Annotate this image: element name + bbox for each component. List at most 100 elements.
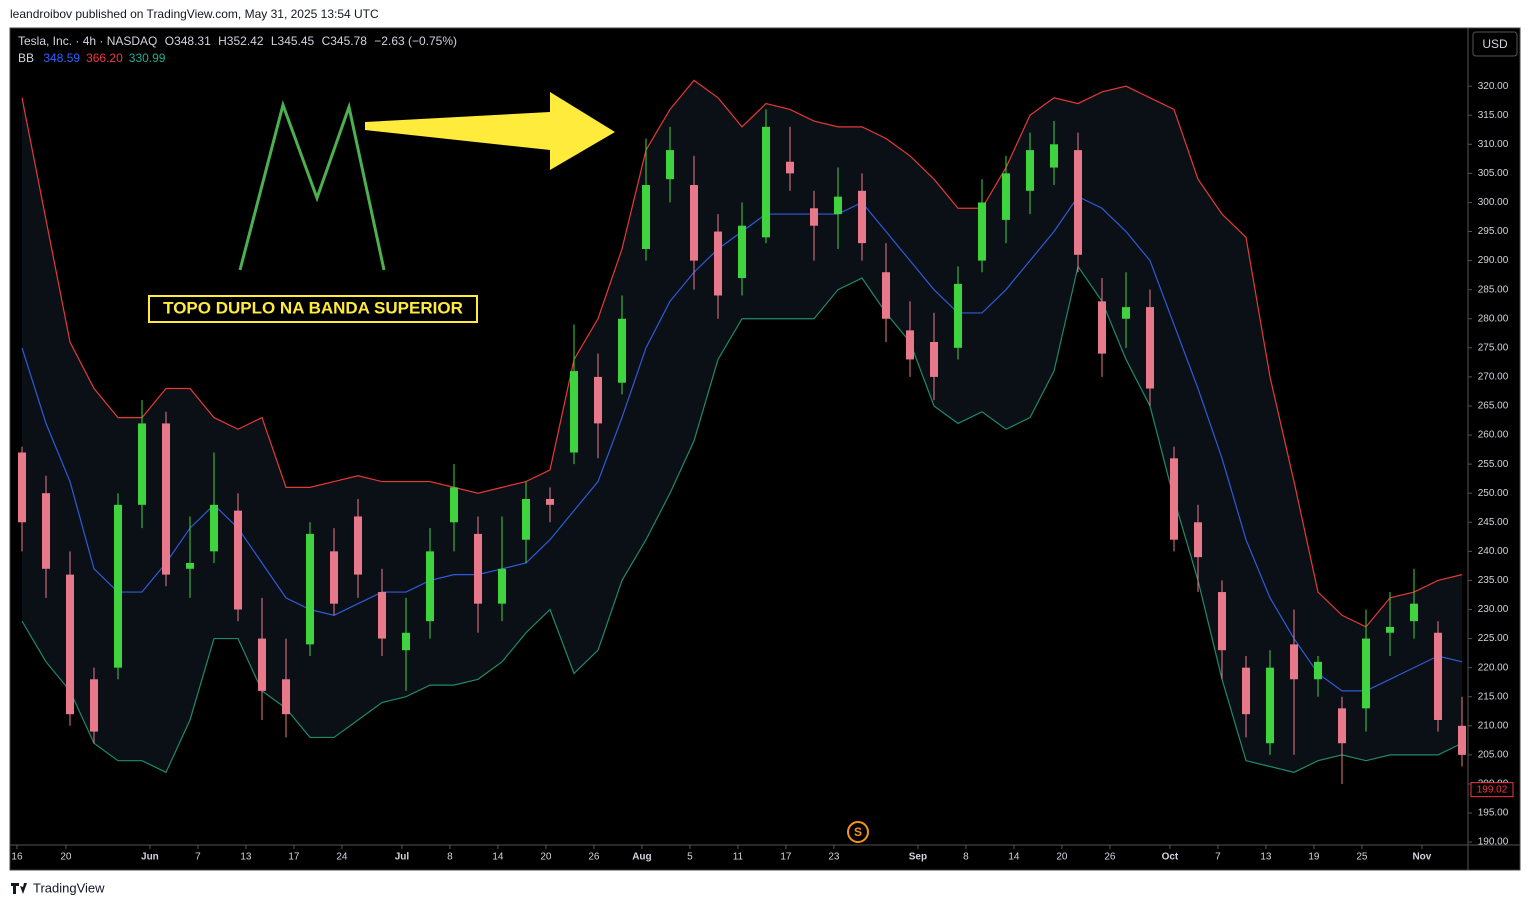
x-tick-label: 17 xyxy=(780,852,792,863)
candle-body xyxy=(1314,661,1322,680)
candle-body xyxy=(162,423,170,575)
candle-body xyxy=(1266,667,1274,744)
candle-body xyxy=(42,493,50,569)
candle-body xyxy=(762,126,770,238)
candle-body xyxy=(474,533,482,604)
candle-body xyxy=(1290,644,1298,680)
candle-body xyxy=(546,499,554,505)
candle-body xyxy=(1338,708,1346,744)
y-tick-label: 215.00 xyxy=(1478,691,1509,702)
arrow xyxy=(365,92,615,170)
candle-body xyxy=(690,185,698,261)
candle-body xyxy=(18,452,26,523)
y-tick-label: 195.00 xyxy=(1478,808,1509,819)
y-tick-label: 265.00 xyxy=(1478,401,1509,412)
x-tick-label: 20 xyxy=(60,852,72,863)
candle-body xyxy=(1194,522,1202,558)
last-price: 199.02 xyxy=(1477,784,1508,795)
x-tick-label: 7 xyxy=(195,852,201,863)
candle-body xyxy=(1434,632,1442,720)
y-tick-label: 190.00 xyxy=(1478,837,1509,848)
y-tick-label: 320.00 xyxy=(1478,81,1509,92)
x-tick-label: 24 xyxy=(336,852,348,863)
x-tick-label: 8 xyxy=(963,852,969,863)
y-tick-label: 235.00 xyxy=(1478,575,1509,586)
candle-body xyxy=(1098,301,1106,354)
candle-body xyxy=(522,499,530,540)
x-tick-label: 11 xyxy=(733,852,744,863)
x-tick-label: 17 xyxy=(288,852,300,863)
candle-body xyxy=(1362,638,1370,709)
currency-box[interactable] xyxy=(1472,31,1518,57)
candle-body xyxy=(1074,150,1082,255)
y-tick-label: 285.00 xyxy=(1478,284,1509,295)
candle-body xyxy=(1050,144,1058,168)
candle-body xyxy=(666,150,674,180)
y-tick-label: 260.00 xyxy=(1478,430,1509,441)
candle-body xyxy=(66,574,74,715)
legend-line: Tesla, Inc. · 4h · NASDAQ O348.31 H352.4… xyxy=(18,34,457,48)
y-tick-label: 225.00 xyxy=(1478,633,1509,644)
y-tick-label: 315.00 xyxy=(1478,110,1509,121)
y-tick-label: 290.00 xyxy=(1478,255,1509,266)
candle-body xyxy=(426,551,434,622)
y-tick-label: 270.00 xyxy=(1478,372,1509,383)
y-tick-label: 240.00 xyxy=(1478,546,1509,557)
indicator-value: 348.59 xyxy=(43,51,80,65)
x-tick-label: 7 xyxy=(1215,852,1221,863)
x-tick-label: 14 xyxy=(492,852,504,863)
x-tick-label: 13 xyxy=(240,852,252,863)
x-tick-label: 8 xyxy=(447,852,453,863)
symbol: Tesla, Inc. · 4h · NASDAQ xyxy=(18,34,157,48)
indicator-value: 330.99 xyxy=(129,51,166,65)
candle-body xyxy=(306,533,314,645)
x-tick-label: 13 xyxy=(1260,852,1272,863)
y-tick-label: 230.00 xyxy=(1478,604,1509,615)
y-tick-label: 305.00 xyxy=(1478,168,1509,179)
x-tick-label: Aug xyxy=(632,852,651,863)
candle-body xyxy=(114,504,122,668)
x-tick-label: 25 xyxy=(1356,852,1368,863)
candle-body xyxy=(858,190,866,244)
candle-body xyxy=(1146,307,1154,389)
open: O348.31 xyxy=(165,34,211,48)
brand: TradingView xyxy=(33,880,105,895)
currency[interactable]: USD xyxy=(1482,37,1508,51)
double-top-sketch xyxy=(238,99,386,271)
brand-logo xyxy=(11,883,27,894)
x-tick-label: Oct xyxy=(1162,852,1179,863)
last-price-tag xyxy=(1470,782,1514,798)
x-tick-label: 20 xyxy=(540,852,552,863)
candle-body xyxy=(618,318,626,383)
candle-body xyxy=(1458,725,1466,755)
event-marker[interactable]: S xyxy=(854,825,862,839)
x-tick-label: Sep xyxy=(909,852,927,863)
indicator-value: 366.20 xyxy=(86,51,123,65)
candle-body xyxy=(594,376,602,424)
y-tick-label: 300.00 xyxy=(1478,197,1509,208)
candle-body xyxy=(786,161,794,174)
candle-body xyxy=(210,504,218,552)
candle-body xyxy=(810,208,818,226)
y-tick-label: 275.00 xyxy=(1478,342,1509,353)
event-marker-ring[interactable] xyxy=(847,821,869,843)
plot xyxy=(18,79,1466,784)
candle-body xyxy=(402,632,410,651)
x-tick-label: 26 xyxy=(1104,852,1116,863)
candle-body xyxy=(258,638,266,691)
candle-body xyxy=(882,272,890,319)
x-tick-label: Nov xyxy=(1412,852,1431,863)
candle-body xyxy=(378,592,386,639)
indicator-name: BB xyxy=(18,51,34,65)
candle-body xyxy=(570,371,578,453)
candle-body xyxy=(978,202,986,261)
indicator-legend: BB 348.59 366.20 330.99 xyxy=(18,51,166,65)
candle-body xyxy=(138,423,146,505)
y-tick-label: 245.00 xyxy=(1478,517,1509,528)
x-tick-label: 5 xyxy=(687,852,693,863)
x-tick-label: 16 xyxy=(11,852,23,863)
candle-body xyxy=(642,185,650,249)
close: C345.78 xyxy=(322,34,368,48)
y-tick-label: 295.00 xyxy=(1478,226,1509,237)
candle-body xyxy=(906,330,914,360)
